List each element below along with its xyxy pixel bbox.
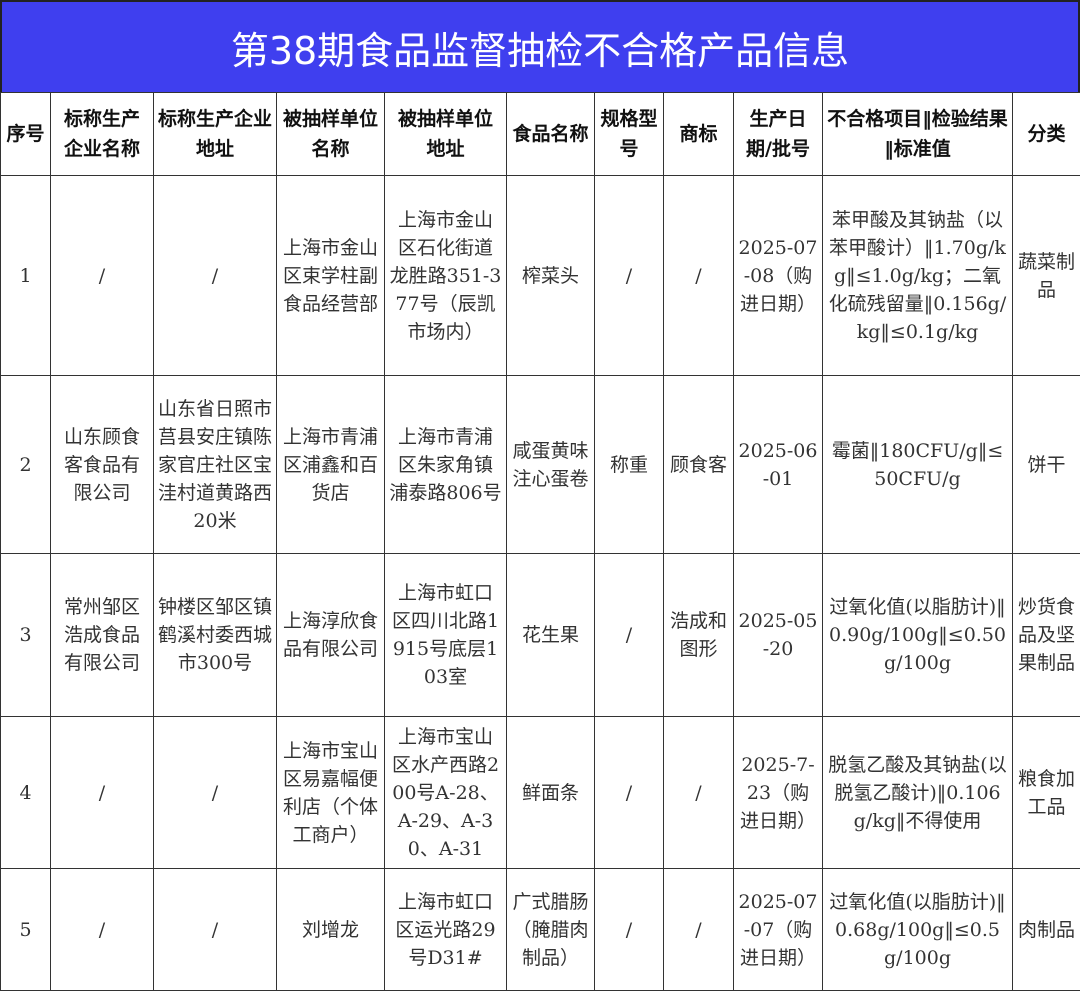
cell-seq: 2 — [0, 375, 51, 554]
cell-category: 蔬菜制品 — [1012, 175, 1080, 376]
cell-food-name: 咸蛋黄味注心蛋卷 — [506, 375, 595, 554]
cell-production-date: 2025-07-07（购进日期） — [733, 868, 823, 991]
page-title: 第38期食品监督抽检不合格产品信息 — [0, 0, 1080, 92]
cell-manufacturer-address: 山东省日照市莒县安庄镇陈家官庄社区宝洼村道黄路西20米 — [153, 375, 277, 554]
header-specification: 规格型号 — [594, 92, 664, 176]
table-row: 2 山东顾食客食品有限公司 山东省日照市莒县安庄镇陈家官庄社区宝洼村道黄路西20米上… — [0, 375, 1080, 554]
header-seq: 序号 — [0, 92, 51, 176]
cell-seq: 3 — [0, 553, 51, 717]
cell-seq: 5 — [0, 868, 51, 991]
cell-specification: / — [594, 868, 664, 991]
header-manufacturer-name: 标称生产企业名称 — [50, 92, 154, 176]
cell-trademark: 浩成和图形 — [663, 553, 734, 717]
cell-manufacturer-address: / — [153, 868, 277, 991]
header-category: 分类 — [1012, 92, 1080, 176]
header-trademark: 商标 — [663, 92, 734, 176]
cell-food-name: 榨菜头 — [506, 175, 595, 376]
cell-trademark: 顾食客 — [663, 375, 734, 554]
cell-sampled-unit-address: 上海市虹口区运光路29号D31# — [384, 868, 507, 991]
cell-sampled-unit-name: 上海市青浦区浦鑫和百货店 — [276, 375, 385, 554]
cell-sampled-unit-name: 上海淳欣食品有限公司 — [276, 553, 385, 717]
cell-food-name: 鲜面条 — [506, 716, 595, 869]
cell-manufacturer-name: / — [50, 175, 154, 376]
cell-sampled-unit-name: 上海市宝山区易嘉幅便利店（个体工商户） — [276, 716, 385, 869]
header-production-date: 生产日期/批号 — [733, 92, 823, 176]
table-row: 3 常州邹区浩成食品有限公司 钟楼区邹区镇鹤溪村委西城市300号 上海淳欣食品有限公司… — [0, 553, 1080, 717]
cell-failed-item: 脱氢乙酸及其钠盐(以脱氢乙酸计)‖0.106g/kg‖不得使用 — [822, 716, 1013, 869]
cell-manufacturer-address: 钟楼区邹区镇鹤溪村委西城市300号 — [153, 553, 277, 717]
table-row: 1// 上海市金山区束学柱副食品经营部 上海市金山区石化街道龙胜路351-377号（… — [0, 175, 1080, 376]
cell-failed-item: 苯甲酸及其钠盐（以苯甲酸计）‖1.70g/kg‖≤1.0g/kg；二氧化硫残留量… — [822, 175, 1013, 376]
table-row: 4// 上海市宝山区易嘉幅便利店（个体工商户） 上海市宝山区水产西路200号A-28… — [0, 716, 1080, 869]
cell-category: 肉制品 — [1012, 868, 1080, 991]
header-sampled-unit-address: 被抽样单位地址 — [384, 92, 507, 176]
cell-food-name: 广式腊肠（腌腊肉制品） — [506, 868, 595, 991]
cell-sampled-unit-address: 上海市青浦区朱家角镇浦泰路806号 — [384, 375, 507, 554]
cell-sampled-unit-address: 上海市宝山区水产西路200号A-28、A-29、A-30、A-31 — [384, 716, 507, 869]
cell-specification: 称重 — [594, 375, 664, 554]
cell-manufacturer-name: 山东顾食客食品有限公司 — [50, 375, 154, 554]
cell-production-date: 2025-7-23（购进日期） — [733, 716, 823, 869]
cell-failed-item: 过氧化值(以脂肪计)‖0.90g/100g‖≤0.50g/100g — [822, 553, 1013, 717]
cell-trademark: / — [663, 868, 734, 991]
cell-sampled-unit-name: 上海市金山区束学柱副食品经营部 — [276, 175, 385, 376]
cell-manufacturer-address: / — [153, 175, 277, 376]
cell-production-date: 2025-05-20 — [733, 553, 823, 717]
cell-manufacturer-name: / — [50, 868, 154, 991]
header-failed-item: 不合格项目‖检验结果‖标准值 — [822, 92, 1013, 176]
cell-production-date: 2025-07-08（购进日期） — [733, 175, 823, 376]
cell-trademark: / — [663, 175, 734, 376]
cell-failed-item: 霉菌‖180CFU/g‖≤50CFU/g — [822, 375, 1013, 554]
unqualified-products-table: 序号 标称生产企业名称 标称生产企业地址 被抽样单位名称 被抽样单位地址 食品名称 规格型号… — [0, 92, 1080, 991]
header-sampled-unit-name: 被抽样单位名称 — [276, 92, 385, 176]
cell-manufacturer-name: 常州邹区浩成食品有限公司 — [50, 553, 154, 717]
cell-failed-item: 过氧化值(以脂肪计)‖0.68g/100g‖≤0.5g/100g — [822, 868, 1013, 991]
cell-seq: 1 — [0, 175, 51, 376]
cell-category: 饼干 — [1012, 375, 1080, 554]
cell-seq: 4 — [0, 716, 51, 869]
cell-sampled-unit-address: 上海市虹口区四川北路1915号底层103室 — [384, 553, 507, 717]
cell-food-name: 花生果 — [506, 553, 595, 717]
cell-sampled-unit-address: 上海市金山区石化街道龙胜路351-377号（辰凯市场内） — [384, 175, 507, 376]
header-food-name: 食品名称 — [506, 92, 595, 176]
cell-manufacturer-address: / — [153, 716, 277, 869]
cell-manufacturer-name: / — [50, 716, 154, 869]
table-row: 5// 刘增龙 上海市虹口区运光路29号D31# 广式腊肠（腌腊肉制品） //2025-… — [0, 868, 1080, 991]
cell-trademark: / — [663, 716, 734, 869]
header-manufacturer-address: 标称生产企业地址 — [153, 92, 277, 176]
cell-sampled-unit-name: 刘增龙 — [276, 868, 385, 991]
cell-category: 炒货食品及坚果制品 — [1012, 553, 1080, 717]
cell-specification: / — [594, 175, 664, 376]
cell-specification: / — [594, 716, 664, 869]
header-row: 序号 标称生产企业名称 标称生产企业地址 被抽样单位名称 被抽样单位地址 食品名称 规格型号… — [0, 92, 1080, 176]
cell-specification: / — [594, 553, 664, 717]
cell-production-date: 2025-06-01 — [733, 375, 823, 554]
cell-category: 粮食加工品 — [1012, 716, 1080, 869]
